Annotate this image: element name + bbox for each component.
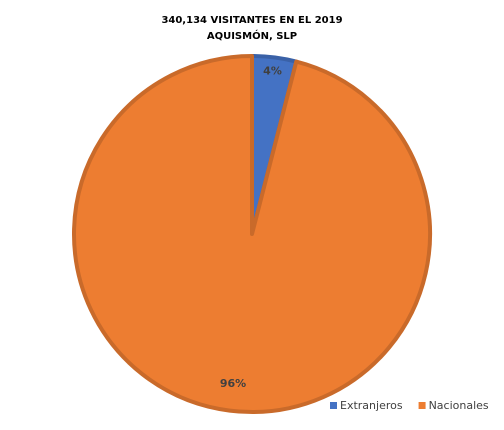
chart-subtitle: AQUISMÓN, SLP: [207, 29, 297, 42]
legend-label: Nacionales: [429, 399, 489, 412]
data-label: 4%: [263, 65, 282, 78]
legend-swatch: [418, 402, 426, 409]
pie-slice: [72, 54, 432, 414]
legend-label: Extranjeros: [340, 399, 403, 412]
data-label: 96%: [220, 377, 246, 390]
chart-title: 340,134 VISITANTES EN EL 2019: [161, 15, 342, 26]
legend-swatch: [330, 402, 337, 409]
